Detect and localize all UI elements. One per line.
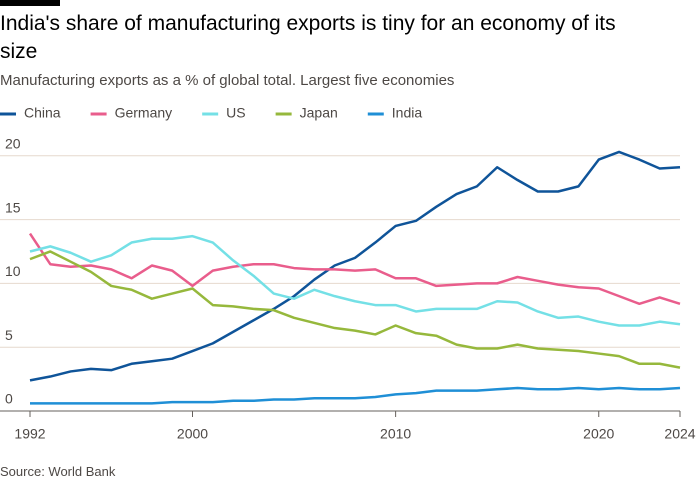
x-tick-label: 2010	[380, 426, 411, 442]
y-tick-label: 5	[5, 327, 13, 343]
legend-label: Japan	[300, 105, 338, 121]
x-tick-label: 2020	[583, 426, 614, 442]
x-tick-label: 1992	[14, 426, 45, 442]
legend-label: China	[24, 105, 61, 121]
brand-bar	[0, 0, 60, 6]
chart-subtitle: Manufacturing exports as a % of global t…	[0, 72, 455, 89]
legend-label: India	[392, 105, 423, 121]
legend-label: Germany	[115, 105, 173, 121]
source-note: Source: World Bank	[0, 464, 116, 479]
series-line	[30, 386, 681, 405]
series-line	[29, 234, 681, 327]
series-line	[28, 232, 681, 306]
series-line	[29, 250, 681, 369]
y-tick-label: 10	[5, 263, 21, 279]
chart-title: India's share of manufacturing exports i…	[0, 12, 616, 63]
series-line	[29, 150, 681, 382]
x-tick-label: 2000	[177, 426, 208, 442]
y-tick-label: 15	[5, 199, 21, 215]
x-tick-label: 2024	[664, 426, 695, 442]
legend-label: US	[226, 105, 245, 121]
y-tick-label: 0	[5, 391, 13, 407]
y-tick-label: 20	[5, 135, 21, 151]
